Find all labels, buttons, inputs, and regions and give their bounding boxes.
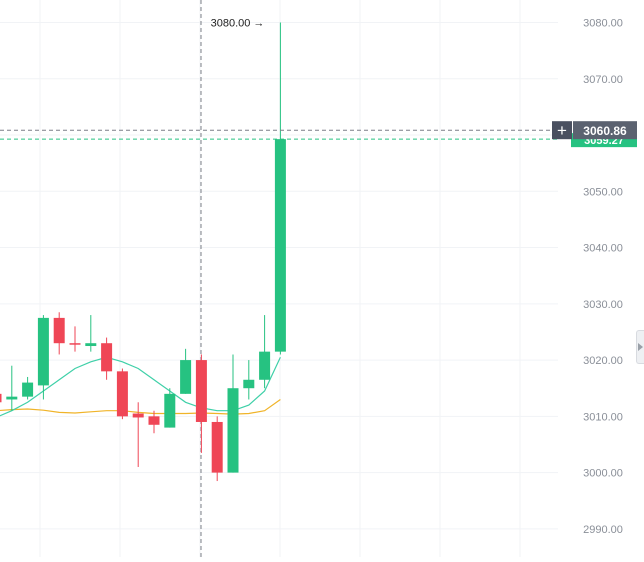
- candle-up[interactable]: [37, 317, 49, 386]
- candle-down[interactable]: [0, 393, 2, 403]
- y-tick-label: 3030.00: [583, 299, 623, 311]
- candle-up[interactable]: [6, 396, 18, 400]
- arrow-right-icon: →: [253, 18, 264, 30]
- plus-icon: +: [557, 121, 567, 140]
- panel-expand-handle[interactable]: [636, 330, 644, 364]
- candle-up[interactable]: [274, 139, 286, 352]
- crosshair-add-button[interactable]: [552, 121, 572, 140]
- candle-down[interactable]: [69, 343, 81, 345]
- y-tick-label: 2990.00: [583, 524, 623, 536]
- candle-down[interactable]: [195, 360, 207, 422]
- candle-down[interactable]: [116, 371, 128, 417]
- y-tick-label: 3020.00: [583, 355, 623, 367]
- candle-up[interactable]: [85, 343, 97, 347]
- y-tick-label: 3010.00: [583, 411, 623, 423]
- candle-up[interactable]: [259, 351, 271, 380]
- candle-up[interactable]: [180, 360, 192, 394]
- candle-down[interactable]: [53, 317, 65, 344]
- y-tick-label: 3040.00: [583, 243, 623, 255]
- y-tick-label: 3080.00: [583, 18, 623, 30]
- chevron-right-icon: [638, 343, 643, 351]
- y-tick-label: 3070.00: [583, 74, 623, 86]
- y-tick-label: 3000.00: [583, 468, 623, 480]
- high-price-annotation: 3080.00: [211, 18, 251, 30]
- y-tick-label: 3050.00: [583, 186, 623, 198]
- candle-up[interactable]: [243, 379, 255, 389]
- crosshair-price-tag: [573, 121, 637, 140]
- candle-down[interactable]: [211, 421, 223, 473]
- candle-up[interactable]: [22, 382, 34, 397]
- candle-up[interactable]: [227, 388, 239, 473]
- candle-down[interactable]: [148, 416, 160, 425]
- candle-down[interactable]: [132, 413, 144, 418]
- candle-down[interactable]: [101, 343, 113, 372]
- candle-up[interactable]: [164, 393, 176, 428]
- crosshair-price-label: 3060.86: [583, 124, 627, 138]
